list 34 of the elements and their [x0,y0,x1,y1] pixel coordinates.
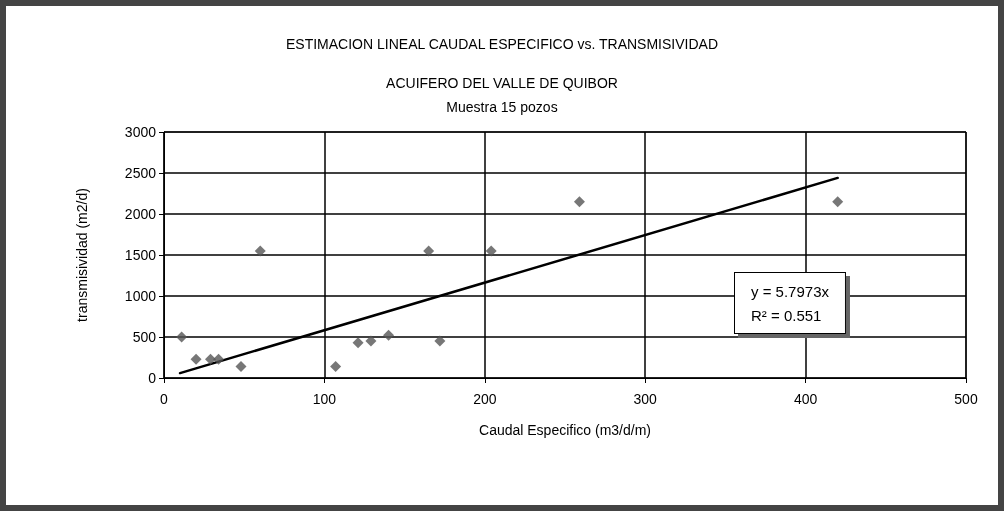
y-tick-label: 0 [148,370,157,386]
y-tick-label: 1000 [124,288,157,304]
annotation: y = 5.7973x [751,282,830,300]
x-tick-label: 200 [473,391,497,407]
point [423,245,435,257]
y-tick-label: 500 [132,329,157,345]
point [213,353,225,365]
y-tick-label: 3000 [124,124,157,140]
x-axis-title: Caudal Especifico (m3/d/m) [479,422,651,438]
chart-title: ESTIMACION LINEAL CAUDAL ESPECIFICO vs. TRANSMISIVIDAD [285,36,719,52]
x-tick-label: 400 [793,391,818,407]
x-tick-label: 100 [312,391,337,407]
annotation: R² = 0.551 [751,306,822,324]
y-axis-title: transmisividad (m2/d) [74,188,90,322]
point [330,361,342,373]
y-tick-label: 2500 [124,165,157,181]
point [205,353,217,365]
point [190,353,202,365]
point [434,335,446,347]
point [383,329,395,341]
point [235,361,247,373]
chart-subtitle: ACUIFERO DEL VALLE DE QUIBOR Muestra 15 pozos [386,75,618,115]
point [485,245,497,257]
x-tick-label: 0 [160,391,169,407]
x-tick-label: 300 [633,391,658,407]
y-tick-label: 2000 [124,206,157,222]
point [352,337,364,349]
point [573,196,585,208]
point [365,335,377,347]
point [176,331,188,343]
point [254,245,266,257]
point [832,196,844,208]
y-tick-label: 1500 [124,247,157,263]
x-tick-label: 500 [954,391,978,407]
